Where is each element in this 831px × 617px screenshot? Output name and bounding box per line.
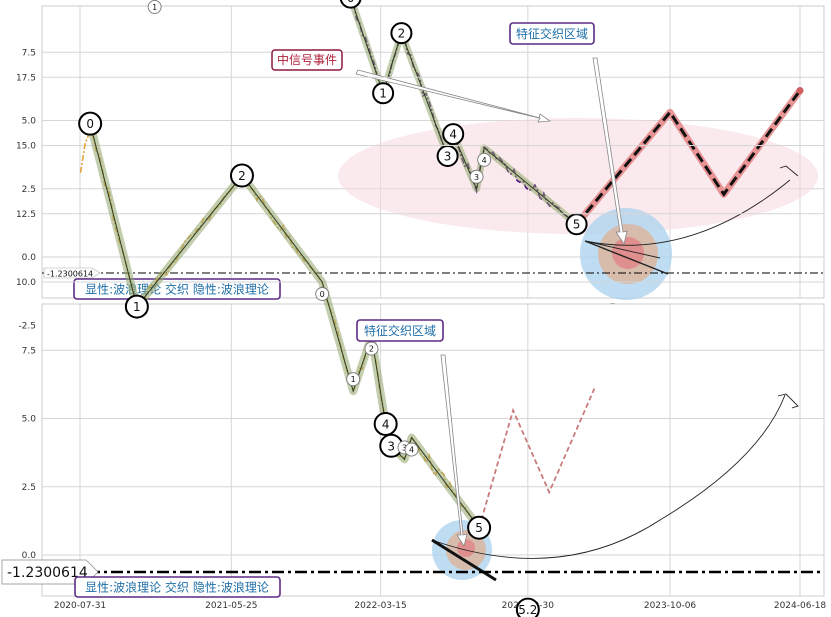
bot-wave-marker-label: 2 xyxy=(369,345,374,354)
bot-wave-marker-circle xyxy=(515,597,540,617)
bottom-forecast-line xyxy=(478,388,596,528)
top-wave-marker-label: 4 xyxy=(482,156,487,165)
bot-y-tick-label: 10.0 xyxy=(16,278,36,288)
top-footer-label: 显性:波浪理论 交织 隐性:波浪理论 xyxy=(85,282,269,297)
bottom-footer-box: 显性:波浪理论 交织 隐性:波浪理论 xyxy=(74,576,281,598)
bot-wave-marker-label: 1 xyxy=(351,375,356,384)
bottom-arc-end xyxy=(777,393,799,409)
bottom-region-arrow xyxy=(440,354,468,548)
top-y-tick-labels: 17.5 15.0 12.5 10.0 7.5 5.0 2.5 0.0 -2.5 xyxy=(18,48,37,331)
top-wave-marker-circle xyxy=(477,152,492,167)
top-wave-marker-circle xyxy=(339,0,362,9)
bottom-x-tick-label: 2021-05-25 xyxy=(205,601,257,611)
bottom-y-tick-labels: 17.5 15.0 12.5 10.0 7.5 5.0 2.5 0.0 -2.5 xyxy=(16,73,37,561)
top-arc xyxy=(584,179,791,246)
bot-wave-marker-label: 4 xyxy=(382,417,390,431)
top-region-box: 特征交织区域 xyxy=(509,22,595,45)
bot-wave-marker-label: 0 xyxy=(86,117,94,131)
bot-wave-marker-label: 5.2 xyxy=(518,603,537,617)
bot-wave-marker-label: 0 xyxy=(320,290,325,299)
top-y-tick-label: 0.0 xyxy=(22,253,37,263)
top-wave-marker-label: 1 xyxy=(152,3,157,12)
bot-wave-marker-circle xyxy=(315,287,330,301)
bot-wave-marker-circle xyxy=(229,163,254,188)
bottom-baseline-text: -1.2300614 xyxy=(7,565,88,581)
bot-wave-marker-circle xyxy=(373,411,398,436)
top-event-label: 中信号事件 xyxy=(277,52,337,67)
bottom-arc xyxy=(431,394,786,559)
bot-y-tick-label: 17.5 xyxy=(16,73,36,83)
bottom-x-tick-label: 2022-03-15 xyxy=(354,601,406,611)
bot-y-tick-label: 12.5 xyxy=(16,210,36,220)
top-wave-marker-circle xyxy=(372,82,395,105)
bot-wave-marker-label: 4 xyxy=(409,446,414,455)
bot-wave-marker-label: 2 xyxy=(238,169,246,183)
bot-wave-marker-circle xyxy=(346,372,361,387)
bot-y-tick-label: 2.5 xyxy=(22,483,36,493)
bot-wave-marker-circle xyxy=(467,515,492,540)
bot-wave-marker-label: 3 xyxy=(387,439,395,453)
bottom-footer-label: 显性:波浪理论 交织 隐性:波浪理论 xyxy=(85,580,269,595)
top-wave-marker-label: 2 xyxy=(398,27,406,41)
bot-wave-marker-label: 3 xyxy=(402,443,407,452)
top-target-zone xyxy=(580,208,672,300)
bottom-x-tick-label: 2020-07-31 xyxy=(54,601,106,611)
top-region-arrow xyxy=(592,57,628,245)
bot-wave-marker-label: 5 xyxy=(475,521,483,535)
top-chart-panel: 17.5 15.0 12.5 10.0 7.5 5.0 2.5 0.0 -2.5 -1.2300… xyxy=(18,0,825,331)
bot-wave-marker-label: 1 xyxy=(133,300,141,314)
top-wave-marker-circle xyxy=(442,123,465,146)
bottom-drop-line xyxy=(431,538,497,582)
top-arc-end xyxy=(779,165,799,177)
top-drop-line-2 xyxy=(584,240,661,259)
top-forecast-end xyxy=(796,86,804,94)
top-y-tick-label: 2.5 xyxy=(22,185,36,195)
top-wave-marker-label: 3 xyxy=(444,149,452,163)
bot-wave-marker-circle xyxy=(78,111,103,136)
top-wave-marker-circle xyxy=(147,0,162,14)
bottom-x-tick-label: 2024-06-18 xyxy=(774,601,827,611)
top-baseline-label: -1.2300614 xyxy=(43,267,101,279)
top-event-arrow xyxy=(355,69,552,123)
bot-wave-marker-circle xyxy=(404,442,419,457)
bottom-baseline-label: -1.2300614 xyxy=(1,559,99,585)
top-forecast-line xyxy=(575,89,802,226)
top-wave-marker-label: 5 xyxy=(573,218,581,232)
bottom-chart-panel: 17.515.012.510.07.55.02.50.0-2.5 2020-07… xyxy=(1,73,827,617)
bot-y-tick-label: 15.0 xyxy=(16,142,36,152)
bot-wave-marker-circle xyxy=(124,294,149,319)
bot-y-tick-label: 5.0 xyxy=(22,415,37,425)
bottom-region-box: 特征交织区域 xyxy=(356,319,444,342)
top-event-box: 中信号事件 xyxy=(271,49,343,71)
top-y-tick-label: 5.0 xyxy=(22,117,37,127)
top-wave-markers: 012012343455.2 xyxy=(147,0,620,317)
top-wave-marker-label: 0 xyxy=(347,0,355,5)
top-drop-line xyxy=(584,240,669,275)
top-wave-marker-label: 3 xyxy=(474,173,479,182)
bottom-x-tick-labels: 2020-07-312021-05-252022-03-152022-12-30… xyxy=(54,601,827,611)
top-wave-marker-circle xyxy=(469,169,484,184)
bot-wave-marker-circle xyxy=(364,341,379,356)
top-region-label: 特征交织区域 xyxy=(516,26,588,41)
top-baseline-text: -1.2300614 xyxy=(47,270,93,279)
bot-y-tick-label: 0.0 xyxy=(22,551,37,561)
bot-y-tick-label: 7.5 xyxy=(22,346,36,356)
top-wave-marker-label: 1 xyxy=(379,87,387,101)
top-y-tick-label: 7.5 xyxy=(22,48,36,58)
bottom-region-label: 特征交织区域 xyxy=(364,323,436,338)
top-y-tick-label: -2.5 xyxy=(18,321,36,331)
bottom-x-tick-label: 2023-10-06 xyxy=(644,601,697,611)
top-wave-marker-circle xyxy=(390,22,413,45)
top-wave-marker-label: 4 xyxy=(449,128,457,142)
